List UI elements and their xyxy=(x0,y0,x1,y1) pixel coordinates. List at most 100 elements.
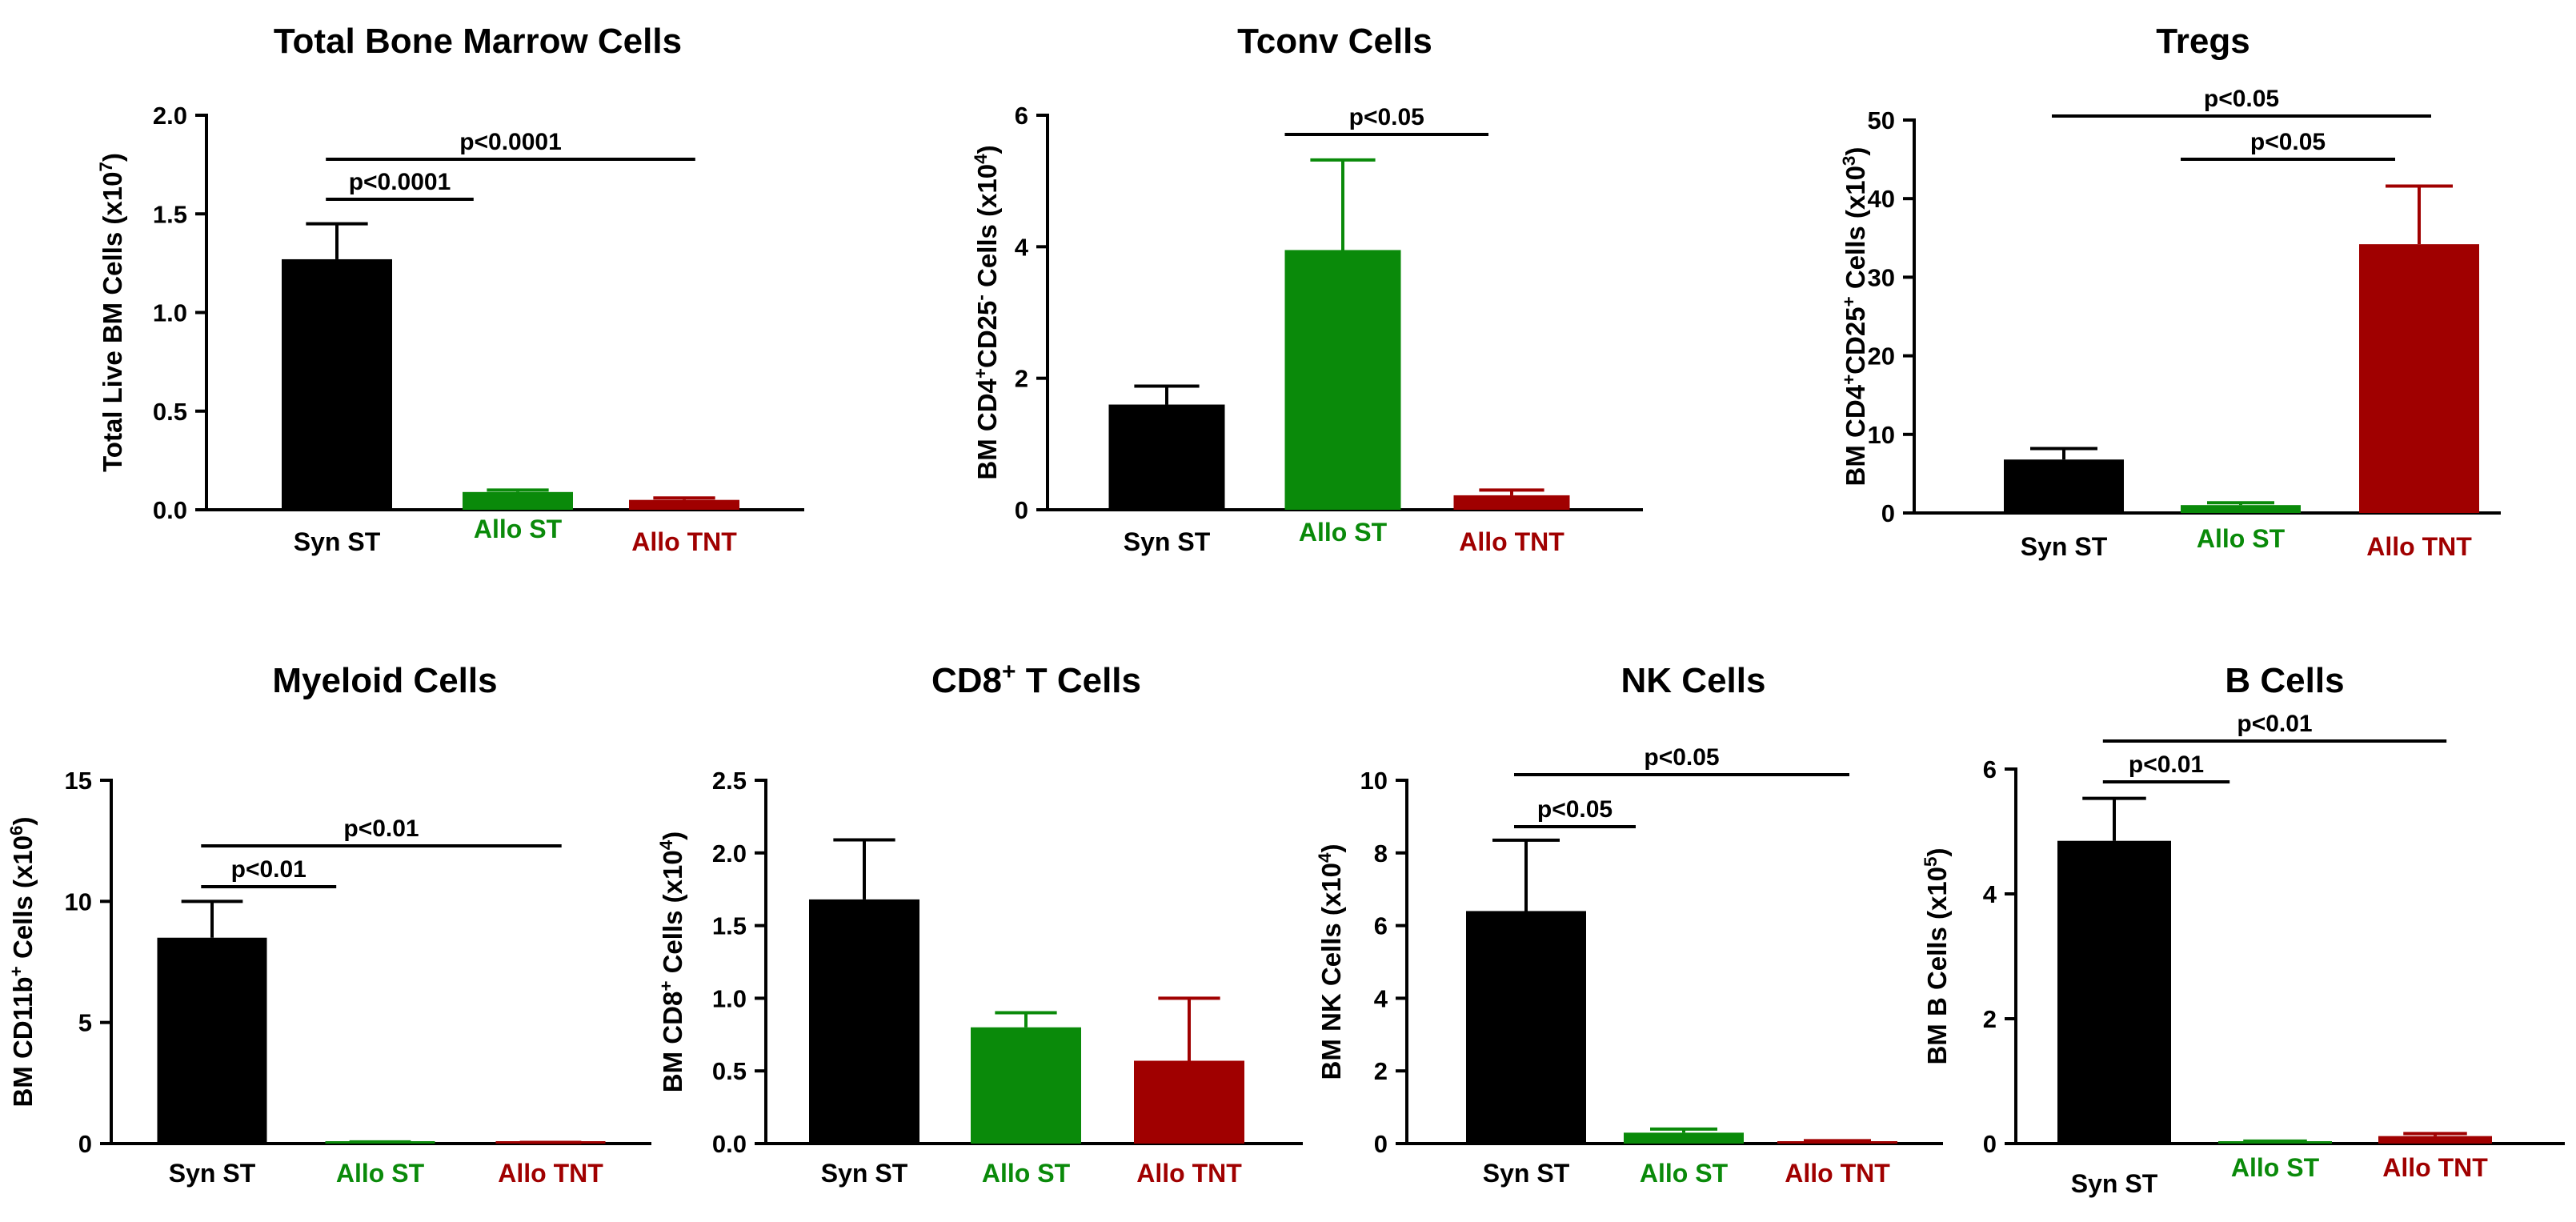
y-tick-label: 2.0 xyxy=(712,839,747,867)
category-label: Allo TNT xyxy=(1136,1159,1242,1188)
y-tick-label: 8 xyxy=(1374,839,1388,867)
p-value-label: p<0.05 xyxy=(2204,86,2279,112)
bar-syn-st xyxy=(157,937,267,1144)
category-label: Allo TNT xyxy=(2382,1153,2488,1182)
category-label: Syn ST xyxy=(169,1159,256,1188)
y-tick-label: 0 xyxy=(78,1130,92,1158)
y-tick-label: 1.0 xyxy=(712,984,747,1012)
y-tick-label: 1.5 xyxy=(712,912,747,940)
bar-allo-st xyxy=(971,1027,1081,1144)
category-label: Allo ST xyxy=(2197,524,2286,553)
bar-allo-tnt xyxy=(2378,1136,2492,1144)
p-value-label: p<0.05 xyxy=(1644,744,1719,771)
y-axis-label: Total Live BM Cells (x107) xyxy=(96,153,128,472)
category-label: Syn ST xyxy=(2071,1169,2158,1198)
category-label: Allo TNT xyxy=(631,527,737,556)
chart-title: Total Bone Marrow Cells xyxy=(274,22,682,61)
bar-allo-tnt xyxy=(1134,1060,1244,1144)
bar-allo-tnt xyxy=(629,499,739,510)
category-label: Allo ST xyxy=(1640,1159,1729,1188)
y-tick-label: 6 xyxy=(1374,912,1388,940)
y-tick-label: 6 xyxy=(1983,755,1997,783)
bar-allo-st xyxy=(463,491,573,510)
y-tick-label: 5 xyxy=(78,1009,92,1037)
p-value-label: p<0.01 xyxy=(343,815,419,842)
bar-syn-st xyxy=(809,899,919,1144)
y-tick-label: 15 xyxy=(65,767,92,795)
category-label: Allo TNT xyxy=(2366,532,2472,561)
chart-panel-2: Tconv Cells BM CD4+CD25- Cells (x104) 0 2 4 6… xyxy=(971,22,1643,556)
p-value-label: p<0.01 xyxy=(2129,751,2204,778)
y-tick-label: 2 xyxy=(1983,1005,1997,1033)
y-tick-label: 2 xyxy=(1374,1057,1388,1085)
bar-syn-st xyxy=(282,258,392,510)
y-tick-label: 2.5 xyxy=(712,767,747,795)
category-label: Syn ST xyxy=(1124,527,1211,556)
chart-title: Tconv Cells xyxy=(1237,22,1432,61)
y-tick-label: 4 xyxy=(1374,984,1388,1012)
y-tick-label: 20 xyxy=(1868,343,1895,371)
y-tick-label: 0.5 xyxy=(712,1057,747,1085)
p-value-label: p<0.01 xyxy=(2237,711,2312,737)
bar-syn-st xyxy=(1466,911,1586,1144)
chart-panel-6: NK Cells BM NK Cells (x104) 0 2 4 6 8 10 Syn ST A… xyxy=(1315,661,1943,1188)
bar-syn-st xyxy=(2004,459,2124,513)
y-tick-label: 2 xyxy=(1015,365,1028,393)
y-tick-label: 0 xyxy=(1881,499,1895,527)
category-label: Allo TNT xyxy=(1459,527,1564,556)
y-tick-label: 4 xyxy=(1983,880,1997,908)
chart-title: B Cells xyxy=(2225,661,2344,700)
y-tick-label: 0 xyxy=(1983,1130,1997,1158)
y-tick-label: 50 xyxy=(1868,106,1895,134)
category-label: Allo ST xyxy=(474,515,563,543)
bar-allo-tnt xyxy=(2359,244,2479,513)
p-value-label: p<0.05 xyxy=(2250,129,2326,155)
y-tick-label: 4 xyxy=(1015,233,1029,261)
chart-panel-7: B Cells BM B Cells (x105) 0 2 4 6 Syn ST Allo S… xyxy=(1921,661,2565,1198)
chart-panel-3: Tregs BM CD4+CD25+ Cells (x103) 0 10 20 30 40 5… xyxy=(1839,22,2501,561)
bar-allo-tnt xyxy=(1777,1141,1897,1144)
category-label: Allo TNT xyxy=(1785,1159,1890,1188)
y-tick-label: 10 xyxy=(1868,421,1895,449)
category-label: Syn ST xyxy=(1483,1159,1570,1188)
chart-panel-5: CD8+ T Cells BM CD8+ Cells (x104) 0.0 0.5 1.… xyxy=(656,659,1303,1188)
chart-title: CD8+ T Cells xyxy=(931,659,1141,701)
category-label: Syn ST xyxy=(294,527,381,556)
y-tick-label: 1.5 xyxy=(153,200,187,228)
chart-panel-1: Total Bone Marrow Cells Total Live BM Cel… xyxy=(96,22,804,556)
bar-allo-st xyxy=(1284,250,1401,510)
category-label: Allo ST xyxy=(336,1159,425,1188)
y-tick-label: 6 xyxy=(1015,102,1028,130)
category-label: Allo ST xyxy=(2231,1153,2320,1182)
category-label: Allo ST xyxy=(1299,518,1388,547)
y-axis-label: BM B Cells (x105) xyxy=(1921,847,1953,1064)
y-tick-label: 0 xyxy=(1015,496,1028,524)
y-tick-label: 0.0 xyxy=(153,496,187,524)
y-tick-label: 40 xyxy=(1868,185,1895,213)
p-value-label: p<0.0001 xyxy=(349,169,451,195)
y-tick-label: 0.0 xyxy=(712,1130,747,1158)
chart-title: Myeloid Cells xyxy=(272,661,497,700)
category-label: Allo ST xyxy=(982,1159,1071,1188)
category-label: Syn ST xyxy=(821,1159,908,1188)
y-tick-label: 30 xyxy=(1868,263,1895,291)
category-label: Allo TNT xyxy=(498,1159,603,1188)
bar-allo-tnt xyxy=(1453,495,1570,510)
bar-syn-st xyxy=(1108,404,1225,510)
y-axis-label: BM CD4+CD25+ Cells (x103) xyxy=(1839,147,1871,487)
chart-title: Tregs xyxy=(2156,22,2249,61)
y-tick-label: 0 xyxy=(1374,1130,1388,1158)
chart-title: NK Cells xyxy=(1621,661,1766,700)
y-tick-label: 0.5 xyxy=(153,398,187,426)
p-value-label: p<0.0001 xyxy=(459,129,562,155)
p-value-label: p<0.05 xyxy=(1537,796,1613,823)
category-label: Syn ST xyxy=(2021,532,2108,561)
bar-allo-st xyxy=(2181,505,2301,513)
y-tick-label: 10 xyxy=(1360,767,1388,795)
y-axis-label: BM CD4+CD25- Cells (x104) xyxy=(971,145,1003,479)
chart-panel-4: Myeloid Cells BM CD11b+ Cells (x106) 0 5 10 1… xyxy=(6,661,651,1188)
bar-syn-st xyxy=(2057,840,2171,1144)
y-axis-label: BM CD8+ Cells (x104) xyxy=(656,831,688,1092)
y-tick-label: 1.0 xyxy=(153,299,187,327)
